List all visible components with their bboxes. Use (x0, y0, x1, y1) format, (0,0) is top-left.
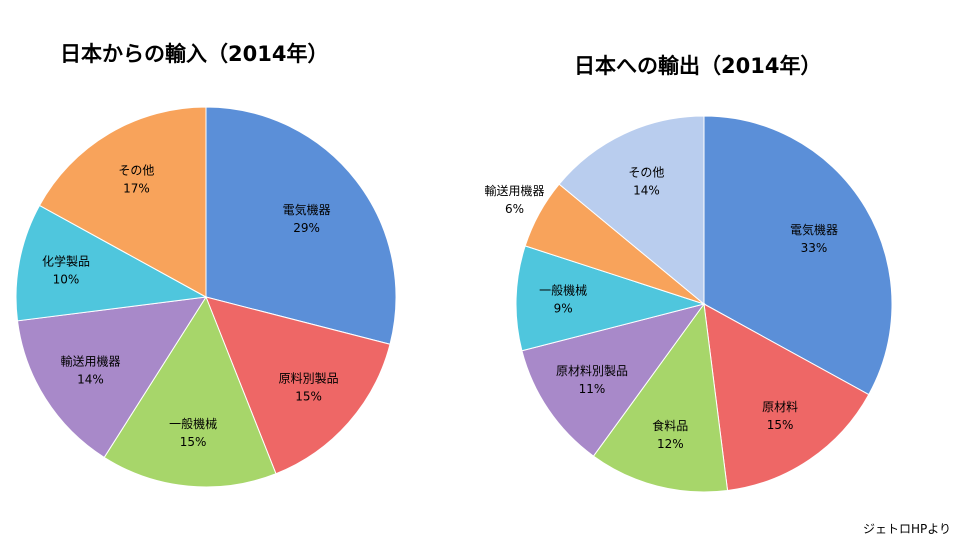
slice-value-label: 6% (505, 202, 524, 216)
source-note: ジェトロHPより (862, 522, 951, 536)
slice-value-label: 29% (293, 221, 320, 235)
pie-slice (38, 106, 207, 298)
pie-slice (558, 115, 705, 306)
chart-title-imports: 日本からの輸入（2014年） (60, 42, 329, 66)
pie-imports: 電気機器 29% 原料別製品 15% 一般機械 15% 輸送用機器 14% 化学製品 10% その他… (15, 106, 397, 488)
slice-value-label: 9% (554, 302, 573, 316)
slice-label: 一般機械 (539, 283, 587, 298)
slice-label: 電気機器 (283, 202, 331, 217)
pie-slice (103, 295, 277, 488)
pie-slice (703, 115, 893, 396)
slice-value-label: 33% (801, 241, 828, 255)
slice-value-label: 15% (180, 435, 207, 449)
pie-slice (205, 106, 397, 345)
slice-label: 電気機器 (790, 222, 838, 237)
slice-value-label: 12% (657, 437, 684, 451)
slice-label: 原材料 (762, 400, 798, 414)
chart-title-exports: 日本への輸出（2014年） (574, 54, 822, 78)
slice-value-label: 15% (767, 418, 794, 432)
slice-label: 原料別製品 (279, 372, 339, 386)
slice-label: その他 (118, 163, 154, 177)
slice-value-label: 11% (579, 382, 606, 396)
slice-value-label: 10% (53, 272, 80, 286)
slice-label: 化学製品 (42, 253, 90, 268)
slice-label: 食料品 (652, 418, 688, 433)
slice-label: 輸送用機器 (484, 183, 544, 198)
pie-slice (15, 204, 208, 322)
pie-slice (521, 303, 706, 457)
slice-value-label: 17% (123, 181, 150, 195)
slice-label: 一般機械 (169, 416, 217, 431)
pie-slice (205, 296, 391, 475)
slice-label: その他 (628, 166, 664, 180)
slice-label: 輸送用機器 (60, 353, 120, 368)
slice-value-label: 14% (77, 372, 104, 386)
pie-slice (16, 296, 207, 459)
pie-slice (703, 303, 870, 492)
slice-value-label: 14% (633, 184, 660, 198)
pie-slice (515, 245, 706, 352)
pie-exports: 電気機器 33% 原材料 15% 食料品 12% 原材料別製品 11% 一般機械 9% 輸送用機器 6… (484, 115, 893, 493)
pie-slice (592, 302, 729, 493)
slice-value-label: 15% (295, 390, 322, 404)
slice-label: 原材料別製品 (556, 364, 628, 378)
